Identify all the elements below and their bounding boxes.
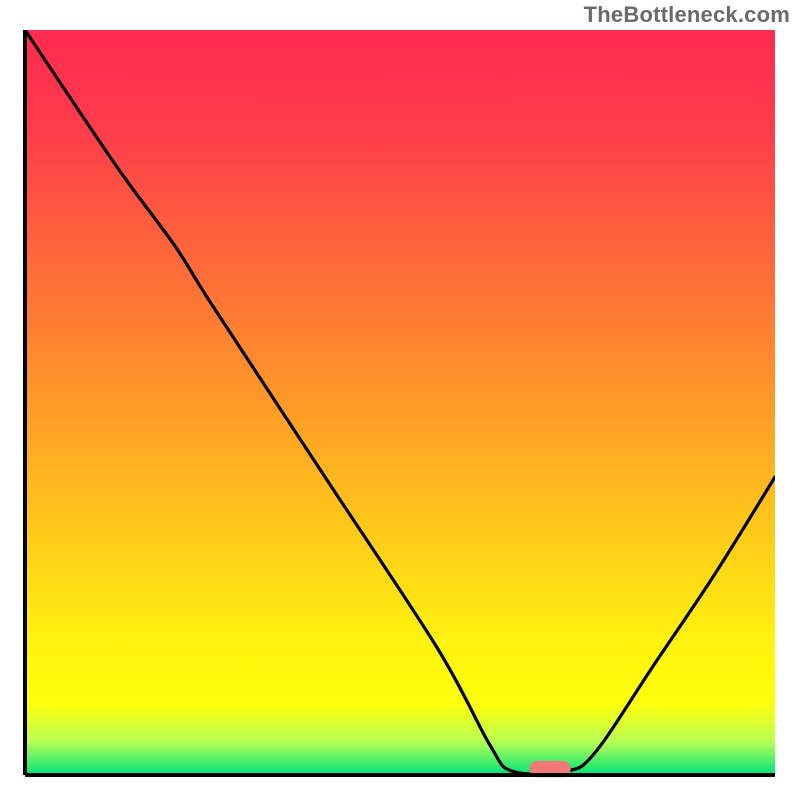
bottleneck-curve-chart — [0, 0, 800, 800]
gradient-background — [25, 30, 775, 775]
bottleneck-chart-container: TheBottleneck.com — [0, 0, 800, 800]
watermark-text: TheBottleneck.com — [584, 2, 790, 28]
